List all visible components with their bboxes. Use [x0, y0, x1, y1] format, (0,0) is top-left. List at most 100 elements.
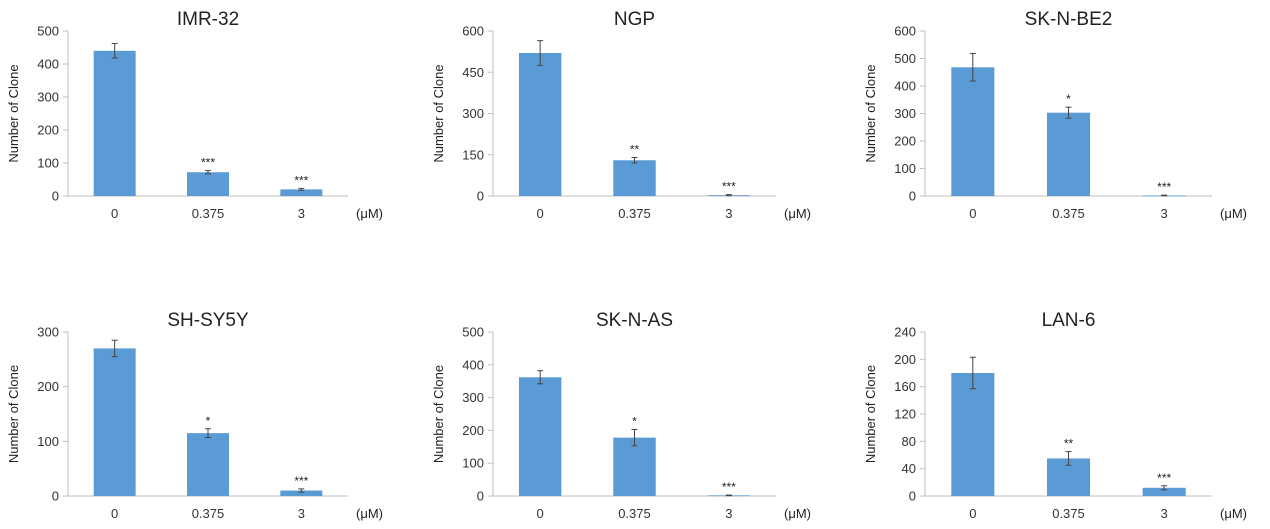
chart-title: SK-N-BE2: [1025, 9, 1113, 30]
chart-title: IMR-32: [177, 9, 239, 30]
bar: [93, 50, 136, 196]
x-tick-label: 3: [298, 206, 305, 221]
y-tick-label: 0: [52, 189, 59, 204]
y-axis-label: Number of Clone: [6, 365, 21, 463]
x-tick-label: 3: [725, 206, 732, 221]
chart-title: SK-N-AS: [596, 310, 673, 331]
x-tick-label: 0: [537, 506, 544, 521]
x-tick-label: 0.375: [192, 506, 225, 521]
significance-mark: *: [632, 414, 637, 428]
x-tick-label: 0: [537, 206, 544, 221]
bar: [613, 437, 656, 496]
y-tick-label: 150: [462, 147, 484, 162]
significance-mark: ***: [1157, 471, 1171, 485]
y-tick-label: 300: [894, 106, 916, 121]
chart-panel-0: IMR-32 Number of Clone 0 100 200 300 400 500 0 **…: [6, 9, 383, 221]
y-tick-label: 100: [37, 156, 59, 171]
significance-mark: ***: [722, 180, 736, 194]
x-tick-label: 0: [111, 506, 118, 521]
y-axis-label: Number of Clone: [431, 365, 446, 463]
y-tick-label: 100: [462, 456, 484, 471]
chart-panel-5: LAN-6 Number of Clone 0 40 80 120 160 200 240 0 **…: [863, 310, 1247, 521]
bar: [187, 172, 229, 196]
bar: [1142, 487, 1186, 496]
chart-title: SH-SY5Y: [167, 310, 249, 331]
significance-mark: **: [630, 143, 640, 157]
x-unit-label: (μM): [784, 506, 811, 521]
x-unit-label: (μM): [356, 206, 383, 221]
y-tick-label: 300: [37, 325, 59, 340]
x-unit-label: (μM): [356, 506, 383, 521]
bar: [1046, 112, 1091, 196]
y-tick-label: 500: [37, 24, 59, 39]
significance-mark: *: [206, 414, 211, 428]
chart-title: LAN-6: [1042, 310, 1096, 331]
x-tick-label: 0.375: [618, 506, 651, 521]
y-tick-label: 600: [462, 24, 484, 39]
x-tick-label: 0: [111, 206, 118, 221]
significance-mark: ***: [722, 480, 736, 494]
bar: [187, 433, 229, 496]
y-tick-label: 450: [462, 65, 484, 80]
chart-panel-1: NGP Number of Clone 0 150 300 450 600 0 ** 0.375 *…: [431, 9, 811, 221]
bar: [93, 348, 136, 496]
y-tick-label: 0: [477, 489, 484, 504]
y-tick-label: 300: [37, 90, 59, 105]
y-tick-label: 300: [462, 390, 484, 405]
bar: [280, 189, 323, 196]
significance-mark: ***: [201, 156, 215, 170]
bar: [613, 160, 656, 196]
y-tick-label: 160: [894, 379, 916, 394]
x-tick-label: 3: [725, 506, 732, 521]
x-unit-label: (μM): [1220, 206, 1247, 221]
y-tick-label: 100: [37, 434, 59, 449]
x-tick-label: 0.375: [618, 206, 651, 221]
chart-title: NGP: [614, 9, 655, 30]
significance-mark: *: [1066, 92, 1071, 106]
x-unit-label: (μM): [784, 206, 811, 221]
x-tick-label: 0: [969, 206, 976, 221]
y-tick-label: 0: [52, 489, 59, 504]
y-tick-label: 200: [37, 123, 59, 138]
y-tick-label: 200: [462, 423, 484, 438]
y-tick-label: 200: [894, 352, 916, 367]
y-tick-label: 500: [894, 51, 916, 66]
x-tick-label: 3: [1161, 206, 1168, 221]
chart-panel-4: SK-N-AS Number of Clone 0 100 200 300 400 500 0 *…: [431, 310, 811, 521]
bar: [951, 67, 995, 196]
x-tick-label: 0.375: [192, 206, 225, 221]
x-tick-label: 0.375: [1052, 506, 1085, 521]
chart-panel-3: SH-SY5Y Number of Clone 0 100 200 300 0 * 0.375 *…: [6, 310, 383, 521]
y-tick-label: 500: [462, 325, 484, 340]
y-tick-label: 100: [894, 161, 916, 176]
x-tick-label: 3: [298, 506, 305, 521]
y-tick-label: 0: [909, 489, 916, 504]
y-tick-label: 400: [37, 57, 59, 72]
y-tick-label: 40: [902, 461, 916, 476]
bar: [518, 377, 562, 496]
x-tick-label: 0: [969, 506, 976, 521]
y-axis-label: Number of Clone: [6, 64, 21, 162]
chart-panel-2: SK-N-BE2 Number of Clone 0 100 200 300 400 500 6…: [863, 9, 1247, 221]
y-tick-label: 0: [909, 189, 916, 204]
y-tick-label: 400: [894, 79, 916, 94]
y-tick-label: 240: [894, 325, 916, 340]
y-tick-label: 200: [894, 134, 916, 149]
y-tick-label: 200: [37, 379, 59, 394]
y-tick-label: 120: [894, 407, 916, 422]
y-tick-label: 300: [462, 106, 484, 121]
x-tick-label: 0.375: [1052, 206, 1085, 221]
significance-mark: ***: [294, 474, 308, 488]
bar: [951, 373, 995, 496]
significance-mark: **: [1064, 437, 1074, 451]
bar: [518, 53, 562, 196]
significance-mark: ***: [294, 173, 308, 187]
y-axis-label: Number of Clone: [863, 64, 878, 162]
y-tick-label: 80: [902, 434, 916, 449]
significance-mark: ***: [1157, 180, 1171, 194]
y-tick-label: 600: [894, 24, 916, 39]
x-unit-label: (μM): [1220, 506, 1247, 521]
y-tick-label: 0: [477, 189, 484, 204]
